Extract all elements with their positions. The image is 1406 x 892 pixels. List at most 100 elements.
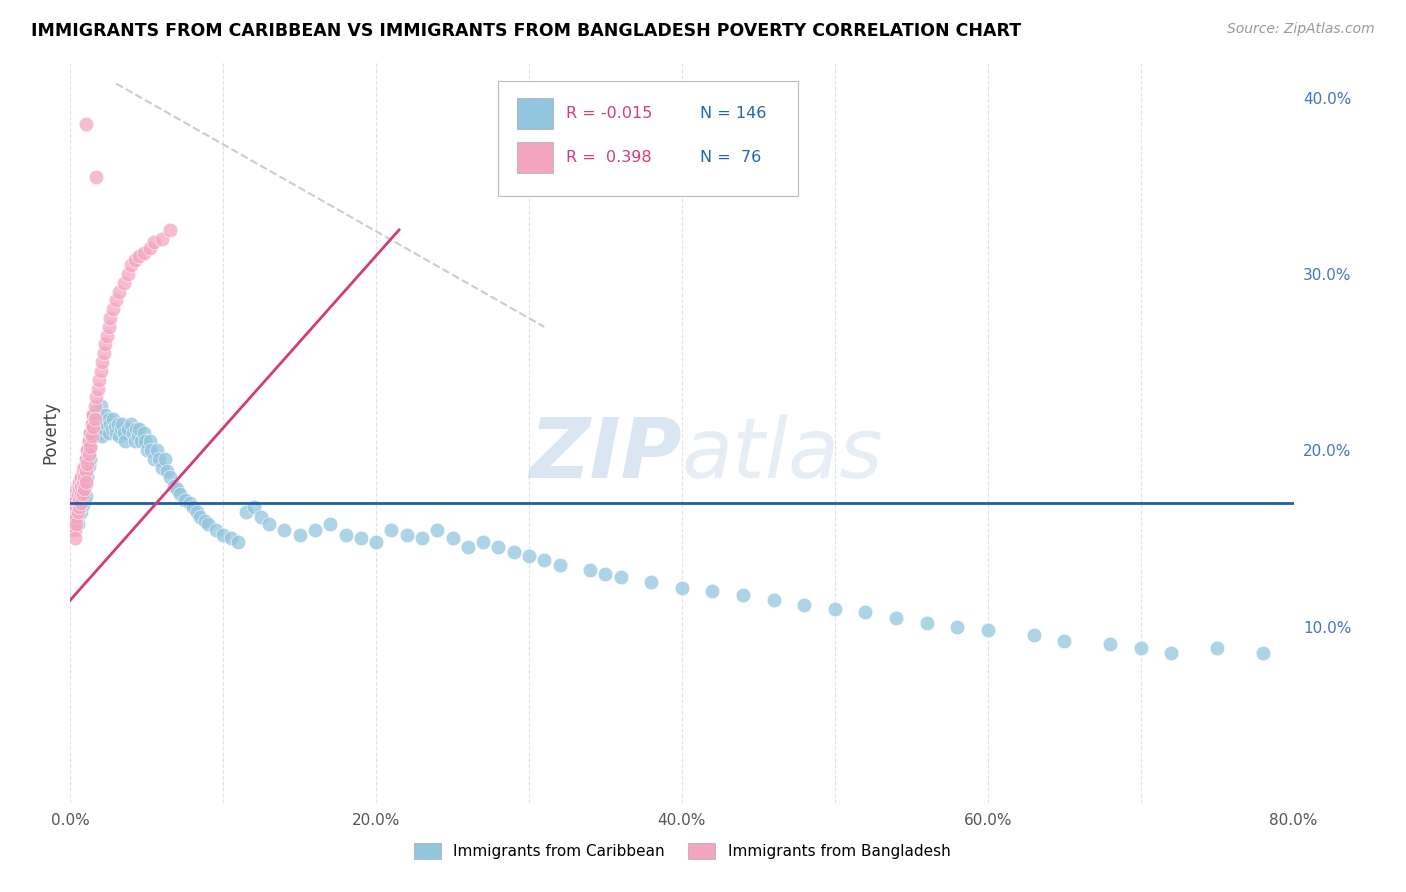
Point [89,373,111,387]
Point [94,408,117,422]
Point [69,478,91,492]
Point [884,610,907,624]
Point [87,420,110,434]
Point [91,417,114,431]
Point [610,570,633,584]
FancyBboxPatch shape [499,81,799,195]
Point [166,482,188,496]
Text: R =  0.398: R = 0.398 [565,151,651,165]
Point [79,425,101,440]
Point [70,478,93,492]
Point [60,510,83,524]
Point [94,337,117,351]
Point [235,505,257,519]
Point [122,425,145,440]
Point [90,411,112,425]
Point [73,482,96,496]
Point [104,420,127,434]
Point [159,223,181,237]
Point [77,447,100,461]
Point [73,464,96,478]
Point [762,593,785,607]
Point [76,458,98,472]
Point [174,492,197,507]
Point [91,355,114,369]
Point [65,517,87,532]
Point [73,476,96,491]
Point [73,469,96,483]
Point [77,459,100,474]
Point [472,535,495,549]
Point [117,422,139,436]
Point [141,443,163,458]
Point [579,563,602,577]
Point [733,588,755,602]
Point [108,285,131,299]
Point [63,496,86,510]
Point [135,443,157,458]
Point [117,267,139,281]
Point [75,476,97,491]
Point [304,523,326,537]
Text: Source: ZipAtlas.com: Source: ZipAtlas.com [1227,22,1375,37]
Point [66,510,89,524]
Point [273,523,295,537]
Legend: Immigrants from Caribbean, Immigrants from Bangladesh: Immigrants from Caribbean, Immigrants fr… [408,838,956,865]
Point [72,461,94,475]
Point [702,584,724,599]
Point [84,169,107,184]
Point [96,328,118,343]
Text: N =  76: N = 76 [700,151,762,165]
Point [128,422,150,436]
Point [250,510,273,524]
Point [1129,640,1152,655]
Point [124,434,146,449]
Point [62,505,84,519]
Point [188,510,211,524]
Point [72,485,94,500]
Point [69,487,91,501]
Point [488,540,510,554]
Point [335,528,357,542]
Point [186,505,208,519]
Point [76,443,98,458]
Point [83,411,105,425]
Point [75,489,97,503]
Point [89,425,111,440]
Point [159,469,181,483]
Point [824,602,846,616]
Point [112,276,135,290]
Point [243,500,266,514]
Y-axis label: Poverty: Poverty [41,401,59,464]
Point [143,235,166,250]
Point [66,505,89,519]
Point [80,417,103,431]
Point [98,311,121,326]
Point [93,422,115,436]
Point [63,505,86,519]
Point [1053,633,1076,648]
Point [595,566,617,581]
Point [69,500,91,514]
FancyBboxPatch shape [517,98,554,129]
Point [77,434,100,449]
Point [128,249,150,263]
Point [62,492,84,507]
Point [257,517,280,532]
Point [70,487,93,501]
Point [98,417,121,431]
Point [228,535,250,549]
Point [319,517,342,532]
Point [77,434,100,449]
Point [87,382,110,396]
Point [70,469,93,483]
Point [1251,646,1274,660]
Point [194,514,217,528]
Point [75,475,97,489]
Point [112,425,135,440]
Point [65,492,87,507]
Point [1099,637,1122,651]
Point [65,510,87,524]
Point [169,487,191,501]
Point [73,489,96,503]
